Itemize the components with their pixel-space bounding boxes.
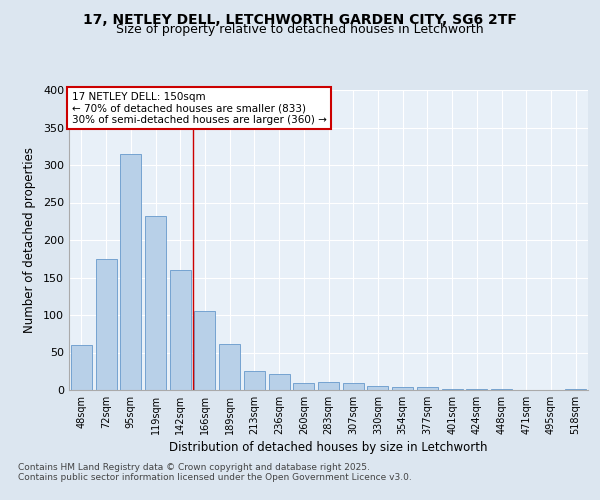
Bar [194, 311, 215, 390]
Text: Contains HM Land Registry data © Crown copyright and database right 2025.: Contains HM Land Registry data © Crown c… [18, 464, 370, 472]
Bar [318, 382, 339, 390]
Bar [219, 344, 240, 390]
Bar [466, 389, 487, 390]
Bar [367, 386, 388, 390]
Bar [244, 370, 265, 390]
Bar [170, 270, 191, 390]
Bar [120, 154, 141, 390]
X-axis label: Distribution of detached houses by size in Letchworth: Distribution of detached houses by size … [169, 441, 488, 454]
Y-axis label: Number of detached properties: Number of detached properties [23, 147, 36, 333]
Bar [491, 388, 512, 390]
Text: 17, NETLEY DELL, LETCHWORTH GARDEN CITY, SG6 2TF: 17, NETLEY DELL, LETCHWORTH GARDEN CITY,… [83, 12, 517, 26]
Bar [293, 382, 314, 390]
Bar [343, 382, 364, 390]
Text: Size of property relative to detached houses in Letchworth: Size of property relative to detached ho… [116, 22, 484, 36]
Bar [95, 259, 116, 390]
Text: 17 NETLEY DELL: 150sqm
← 70% of detached houses are smaller (833)
30% of semi-de: 17 NETLEY DELL: 150sqm ← 70% of detached… [71, 92, 326, 124]
Bar [392, 387, 413, 390]
Text: Contains public sector information licensed under the Open Government Licence v3: Contains public sector information licen… [18, 474, 412, 482]
Bar [565, 388, 586, 390]
Bar [145, 216, 166, 390]
Bar [417, 387, 438, 390]
Bar [71, 345, 92, 390]
Bar [269, 374, 290, 390]
Bar [442, 389, 463, 390]
